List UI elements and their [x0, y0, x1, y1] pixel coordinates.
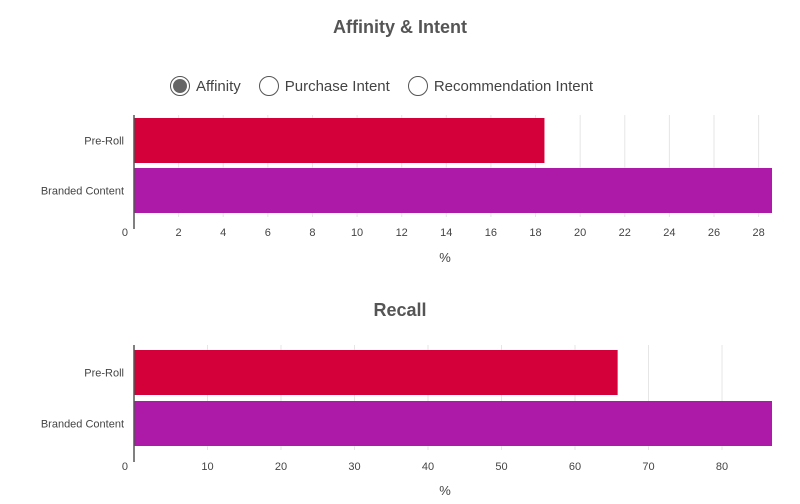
bar-branded-content	[134, 401, 772, 446]
tick-label: 0	[122, 227, 128, 239]
tick-label: 4	[220, 227, 226, 239]
tick-label: 26	[708, 227, 720, 239]
radio-button-affinity[interactable]	[170, 76, 190, 96]
radio-button-purchase-intent[interactable]	[258, 76, 279, 96]
category-label: Branded Content	[41, 186, 124, 198]
x-axis-label: %	[439, 250, 451, 265]
radio-option-purchase-intent[interactable]: Purchase Intent	[258, 76, 390, 96]
tick-label: 20	[574, 227, 586, 239]
radio-button-recommendation-intent[interactable]	[407, 76, 428, 96]
radio-label-affinity: Affinity	[196, 77, 241, 95]
tick-label: 18	[529, 227, 541, 239]
category-label: Pre-Roll	[84, 136, 124, 148]
radio-label-recommendation-intent: Recommendation Intent	[433, 77, 594, 95]
radio-selected-dot	[173, 79, 187, 93]
bar-branded-content	[134, 168, 772, 213]
metric-selector: Affinity Purchase Intent Recommendation …	[170, 76, 611, 96]
chart-title-recall: Recall	[373, 300, 427, 320]
tick-label: 30	[348, 461, 360, 473]
tick-label: 20	[275, 461, 287, 473]
tick-label: 16	[485, 227, 497, 239]
tick-label: 2	[176, 227, 182, 239]
bar-pre-roll	[134, 118, 545, 163]
tick-label: 50	[495, 461, 507, 473]
tick-label: 70	[642, 461, 654, 473]
tick-label: 60	[569, 461, 581, 473]
bar-pre-roll	[134, 350, 618, 395]
tick-label: 24	[663, 227, 675, 239]
tick-label: 0	[122, 461, 128, 473]
tick-label: 12	[396, 227, 408, 239]
radio-option-recommendation-intent[interactable]: Recommendation Intent	[407, 76, 594, 96]
tick-label: 80	[716, 461, 728, 473]
category-label: Pre-Roll	[84, 368, 124, 380]
tick-label: 8	[309, 227, 315, 239]
tick-label: 40	[422, 461, 434, 473]
category-label: Branded Content	[41, 419, 124, 431]
tick-label: 6	[265, 227, 271, 239]
tick-label: 22	[619, 227, 631, 239]
tick-label: 10	[351, 227, 363, 239]
x-axis-label: %	[439, 483, 451, 498]
tick-label: 10	[201, 461, 213, 473]
radio-label-purchase-intent: Purchase Intent	[284, 77, 390, 95]
tick-label: 14	[440, 227, 452, 239]
recall-bar-chart: Pre-Roll Branded Content 0 10 20 30 40 50 60 70 80…	[41, 345, 772, 498]
chart-title-affinity: Affinity & Intent	[333, 17, 467, 37]
tick-label: 28	[752, 227, 764, 239]
radio-option-affinity[interactable]: Affinity	[170, 76, 241, 96]
